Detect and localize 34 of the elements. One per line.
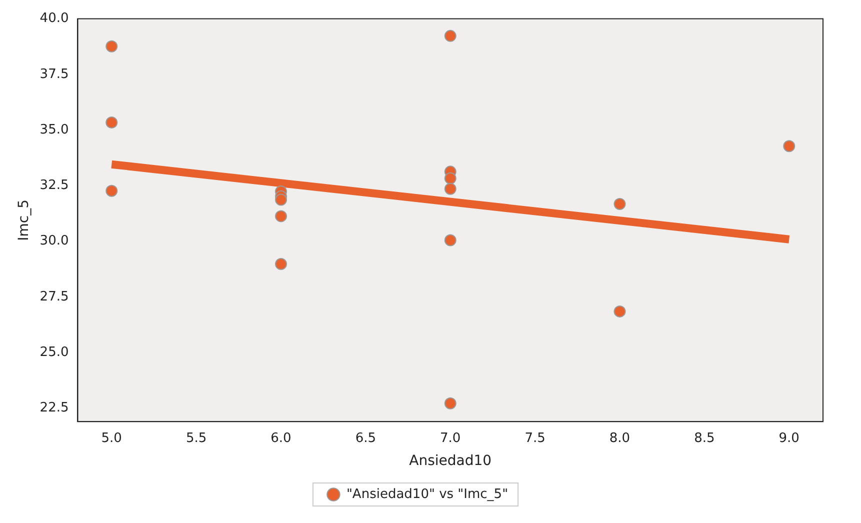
legend-label: "Ansiedad10" vs "Imc_5" <box>346 486 508 502</box>
x-tick-label: 8.0 <box>609 430 630 446</box>
point <box>106 184 118 197</box>
x-tick-label: 5.5 <box>186 430 207 446</box>
y-tick-label: 35.0 <box>40 122 69 138</box>
x-axis-title: Ansiedad10 <box>409 453 492 470</box>
y-tick-label: 25.0 <box>40 344 69 360</box>
y-tick-label: 40.0 <box>40 11 69 26</box>
y-tick-label: 32.5 <box>40 178 69 194</box>
point <box>614 305 626 318</box>
x-tick-label: 6.5 <box>355 430 376 446</box>
y-tick-label: 22.5 <box>40 400 69 416</box>
y-tick-label: 27.5 <box>40 289 69 304</box>
point <box>106 116 118 129</box>
x-tick-label: 8.5 <box>694 430 715 446</box>
point <box>274 258 287 270</box>
point <box>106 40 118 52</box>
point <box>614 198 626 210</box>
x-tick-label: 7.0 <box>440 430 461 446</box>
point <box>444 234 456 246</box>
point <box>444 182 456 195</box>
x-tick-label: 9.0 <box>778 430 800 446</box>
point <box>783 140 796 152</box>
y-tick-label: 30.0 <box>40 234 69 249</box>
point <box>274 194 287 206</box>
x-tick-label: 7.5 <box>524 430 546 446</box>
x-tick-label: 6.0 <box>270 430 292 446</box>
point <box>444 397 456 410</box>
y-tick-label: 37.5 <box>40 66 69 82</box>
point <box>274 210 287 222</box>
point <box>444 172 456 184</box>
y-axis-title: Imc_5 <box>16 200 32 241</box>
point <box>444 30 456 42</box>
x-tick-label: 5.0 <box>101 430 122 446</box>
